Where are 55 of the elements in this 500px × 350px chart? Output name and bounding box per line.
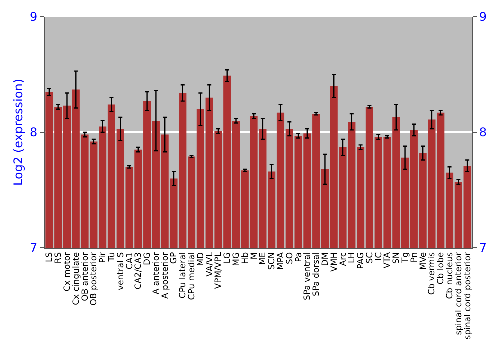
x-tick-label: SCN [268, 252, 278, 270]
x-tick-label: LG [223, 252, 234, 264]
x-tick-label: spinal cord posterior [463, 252, 474, 340]
x-tick-label: Cx motor [63, 252, 73, 292]
x-tick-label: CPu medial [188, 252, 198, 300]
x-tick-label: SN [392, 252, 402, 264]
x-tick-label: MVe [418, 252, 429, 270]
y-axis-title: Log2 (expression) [11, 79, 26, 186]
x-tick-label: SPa dorsal [312, 252, 322, 297]
x-tick-label: CA2/CA3 [134, 252, 144, 290]
x-tick-label: Cb vermis [428, 252, 438, 296]
x-tick-label: Tu [107, 252, 118, 263]
x-tick-label: PAG [356, 252, 367, 270]
x-tick-label: DG [143, 252, 154, 266]
y-tick-label: 7 [30, 241, 38, 256]
x-tick-label: Cx cingulate [72, 252, 82, 306]
x-tick-label: Pa [294, 252, 304, 262]
x-tick-label: Pir [98, 252, 109, 264]
y-tick-label: 8 [30, 126, 38, 140]
x-tick-label: A anterior [152, 252, 162, 295]
x-tick-label: ME [258, 252, 269, 266]
x-tick-label: VA/VL [205, 252, 216, 277]
x-tick-label: Pn [410, 252, 420, 263]
x-tick-label: ventral S [116, 252, 126, 291]
x-tick-label: VMH [330, 252, 340, 272]
x-tick-label: Tg [401, 252, 412, 264]
x-tick-label: DM [320, 252, 331, 266]
x-tick-label: RS [54, 252, 64, 264]
x-tick-label: OB posterior [90, 252, 100, 306]
x-tick-label: Arc [338, 252, 349, 266]
x-tick-label: CPu lateral [178, 252, 189, 299]
x-tick-label: LH [348, 252, 358, 264]
x-tick-label: Hb [240, 252, 251, 264]
y2-tick-label: 7 [479, 241, 488, 256]
x-tick-label: VPM/VPL [214, 252, 224, 290]
x-tick-label: spinal cord anterior [454, 252, 464, 336]
x-tick-label: OB anterior [80, 252, 91, 302]
y-tick-label: 9 [30, 10, 38, 24]
y2-tick-label: 9 [479, 10, 488, 24]
x-tick-label: SC [365, 252, 376, 264]
x-tick-label: SO [285, 252, 296, 264]
x-tick-label: MD [196, 252, 206, 266]
x-tick-label: MPA [276, 252, 287, 270]
x-tick-label: VTA [383, 252, 394, 269]
y2-tick-label: 8 [479, 126, 488, 140]
x-tick-label: MG [232, 252, 242, 266]
x-tick-label: IC [374, 252, 384, 261]
x-tick-label: GP [170, 252, 180, 264]
x-tick-label: SPa ventral [303, 252, 314, 301]
x-tick-label: M [250, 252, 260, 260]
x-tick-label: CA1 [125, 252, 136, 270]
x-tick-label: Cb lobe [436, 252, 447, 285]
x-tick-label: A posterior [160, 252, 171, 300]
x-tick-label: LS [45, 252, 56, 263]
x-tick-label: Cb nucleus [446, 252, 456, 300]
